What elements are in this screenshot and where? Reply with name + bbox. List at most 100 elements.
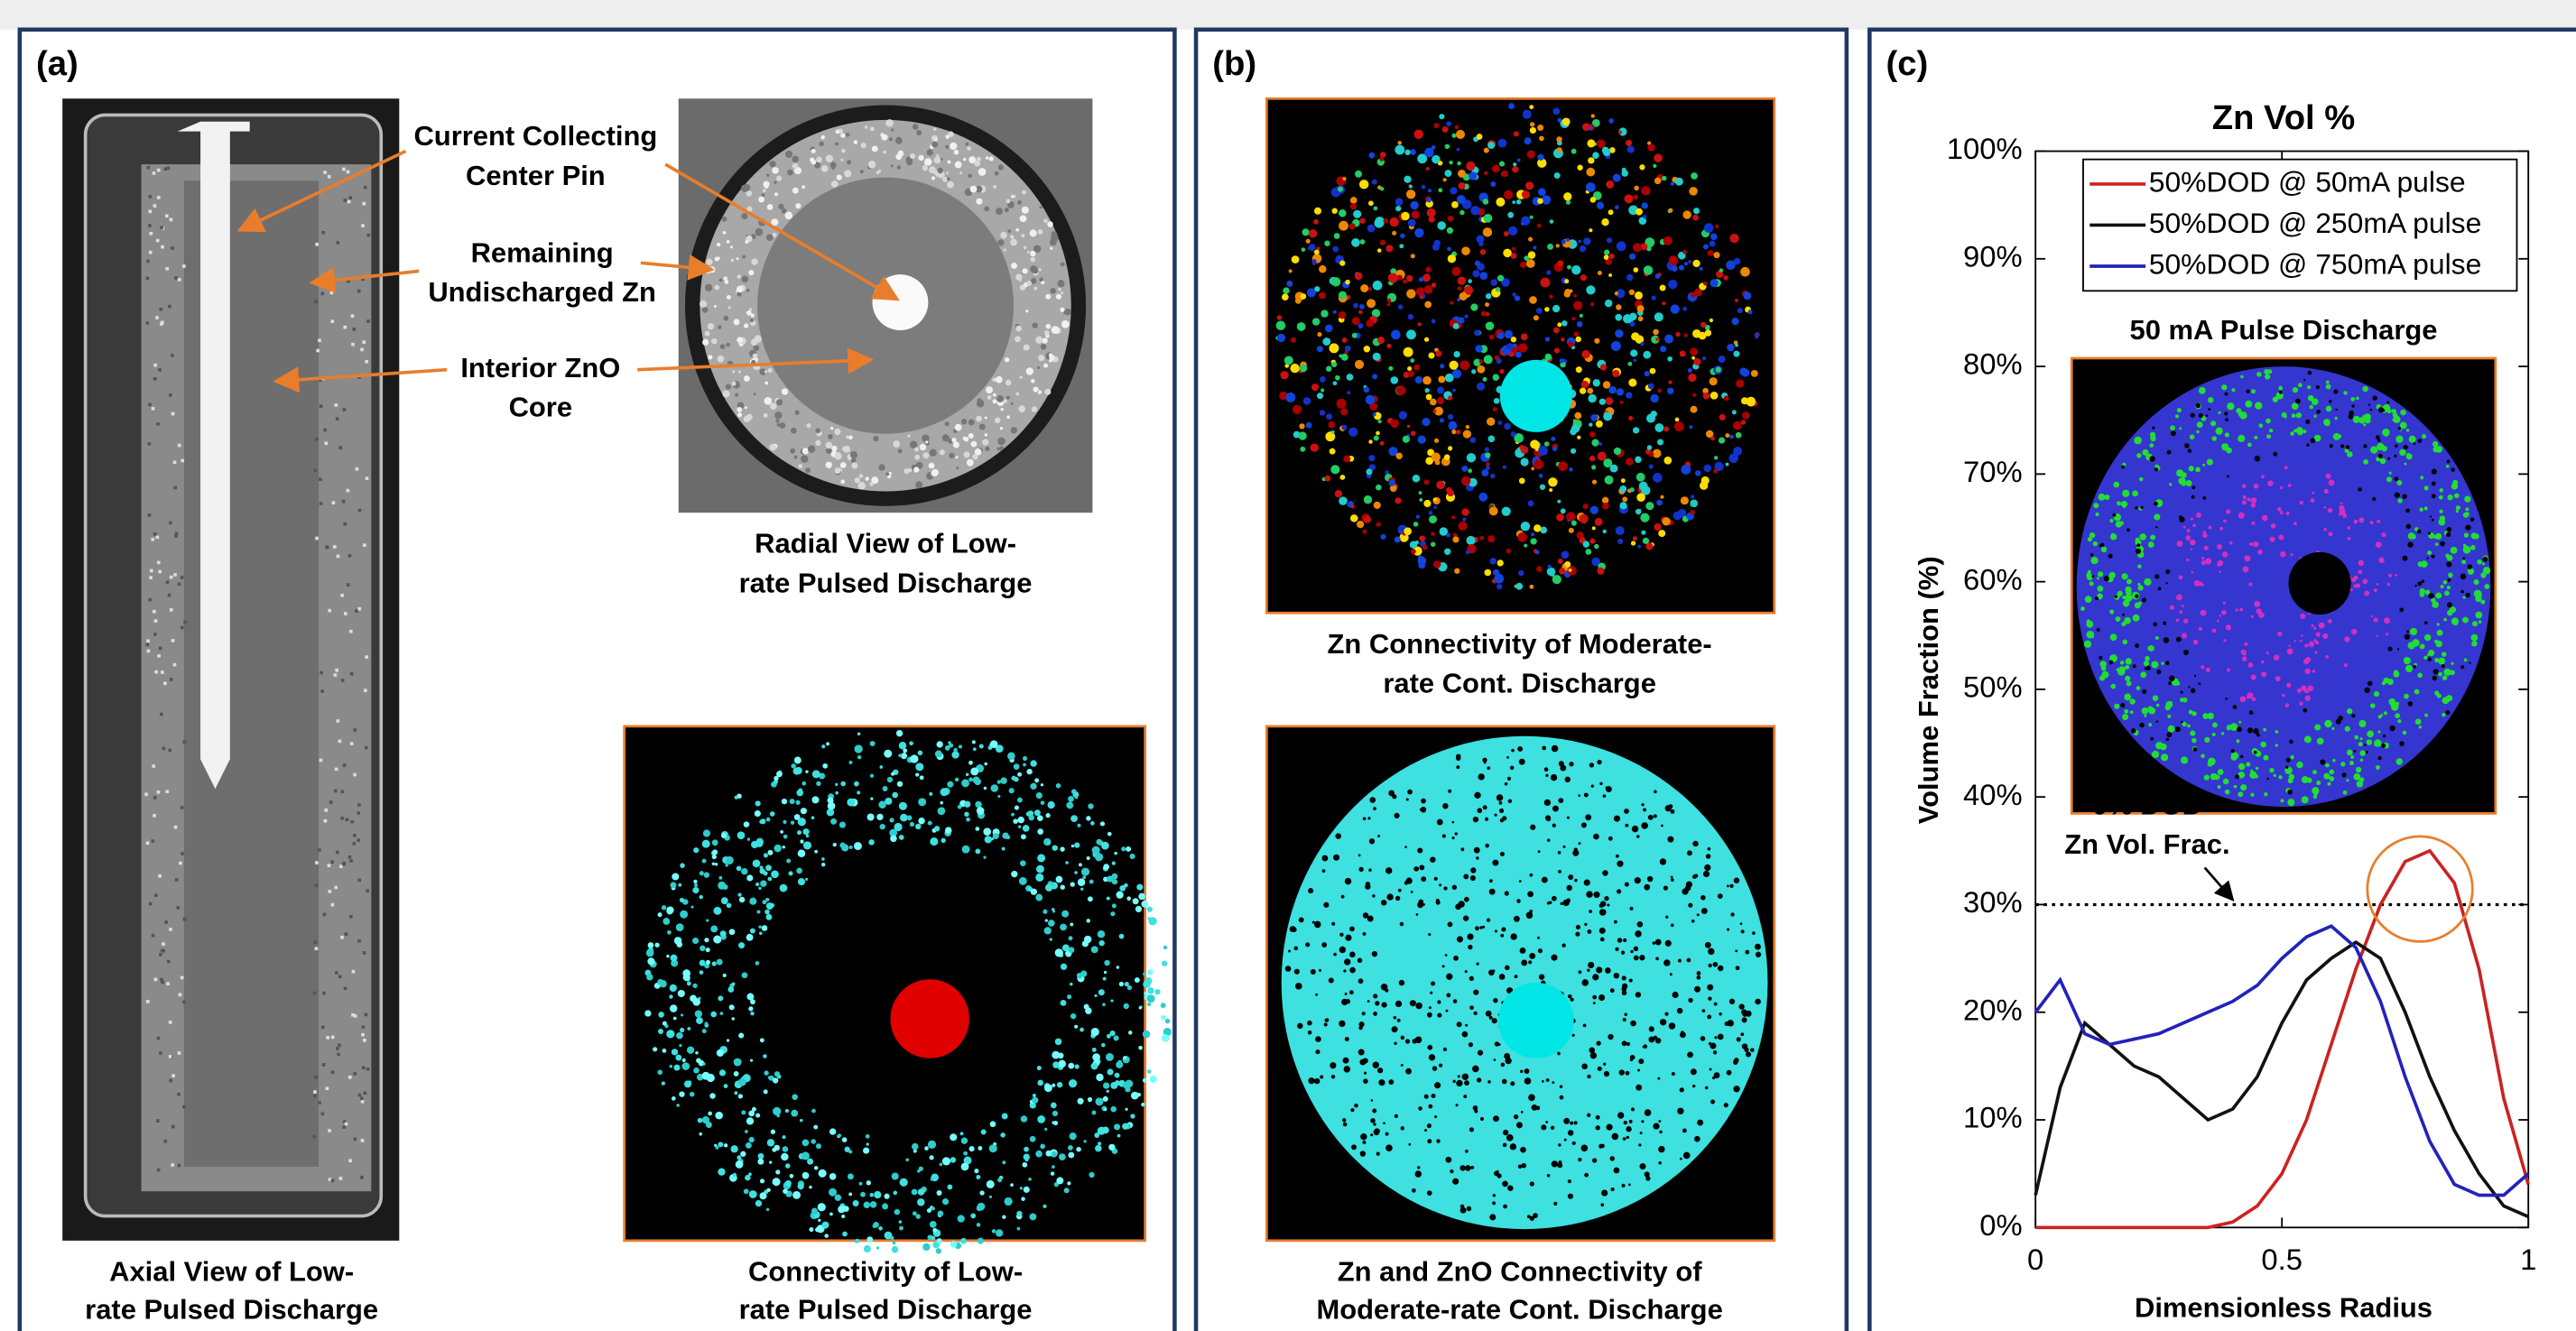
speckle [1692,874,1697,879]
speckle [1011,263,1017,269]
speckle [892,792,898,799]
speckle [1389,217,1398,226]
speckle [2212,733,2216,736]
speckle [2097,577,2099,579]
speckle [840,781,846,787]
speckle [758,887,761,890]
speckle [1640,342,1644,346]
speckle [1359,180,1368,189]
speckle [835,1194,841,1200]
speckle [158,368,162,372]
speckle [1565,777,1571,782]
speckle [797,830,802,835]
speckle [166,982,170,985]
speckle [700,960,706,966]
speckle [1653,329,1659,336]
speckle [2402,556,2407,561]
speckle [2386,476,2392,482]
speckle [1332,246,1339,253]
speckle [900,814,908,822]
speckle [997,780,1001,783]
speckle [2424,634,2432,642]
speckle [2420,644,2425,650]
speckle [1630,1058,1633,1061]
speckle [1412,210,1420,218]
speckle [1082,940,1089,947]
speckle [1660,858,1666,864]
speckle [1680,1087,1684,1092]
speckle [2148,541,2154,548]
speckle [1128,1031,1132,1034]
speckle [1483,227,1492,236]
speckle [799,789,802,792]
speckle [2438,672,2442,677]
y-tick-label: 100% [1947,132,2023,165]
speckle [750,1012,754,1015]
speckle [2156,704,2160,707]
speckle [1524,1068,1530,1074]
speckle [2231,752,2238,759]
speckle [2282,694,2285,698]
speckle [2316,781,2321,785]
speckle [892,1172,899,1179]
speckle [1344,958,1350,965]
speckle [1612,1133,1619,1141]
speckle [2410,628,2417,635]
speckle [1401,1036,1404,1040]
speckle [1041,344,1047,350]
speckle [1351,1144,1357,1150]
speckle [847,160,851,164]
speckle [718,1168,725,1175]
speckle [758,1153,764,1160]
speckle [182,740,186,744]
speckle [1678,959,1682,963]
speckle [968,761,973,765]
speckle [1496,358,1502,364]
speckle [1531,467,1534,471]
speckle [338,1043,341,1047]
speckle [1728,1020,1734,1026]
speckle [1398,141,1402,144]
speckle [2364,590,2369,596]
speckle [1147,917,1150,920]
speckle [803,841,811,849]
speckle [1333,310,1337,314]
speckle [1718,893,1723,899]
speckle [337,555,340,559]
speckle [1434,439,1439,443]
speckle [1439,1064,1442,1068]
speckle [2191,413,2195,418]
y-tick-label: 70% [1963,455,2023,488]
speckle [1418,557,1427,566]
speckle [1621,478,1626,483]
speckle [2169,676,2174,681]
speckle [149,209,153,213]
speckle [2465,593,2469,597]
caption: rate Pulsed Discharge [85,1293,378,1325]
speckle [790,1174,794,1178]
speckle [1367,916,1374,922]
speckle [1552,108,1560,116]
speckle [883,786,888,791]
speckle [894,1209,900,1215]
speckle [1080,1028,1084,1032]
speckle [922,452,929,458]
speckle [744,416,750,422]
speckle [2328,531,2332,536]
speckle [792,1191,801,1199]
speckle [2142,707,2149,715]
speckle [1551,437,1555,441]
speckle [1455,125,1459,130]
speckle [1539,136,1544,142]
speckle [1143,980,1151,988]
speckle [1367,1000,1370,1003]
speckle [1323,902,1329,908]
speckle [966,773,969,777]
speckle [892,1246,899,1253]
speckle [1710,377,1718,385]
speckle [1496,794,1503,800]
speckle [1017,200,1022,205]
speckle [2266,419,2271,424]
speckle [1418,1106,1422,1111]
speckle [1746,1051,1751,1057]
